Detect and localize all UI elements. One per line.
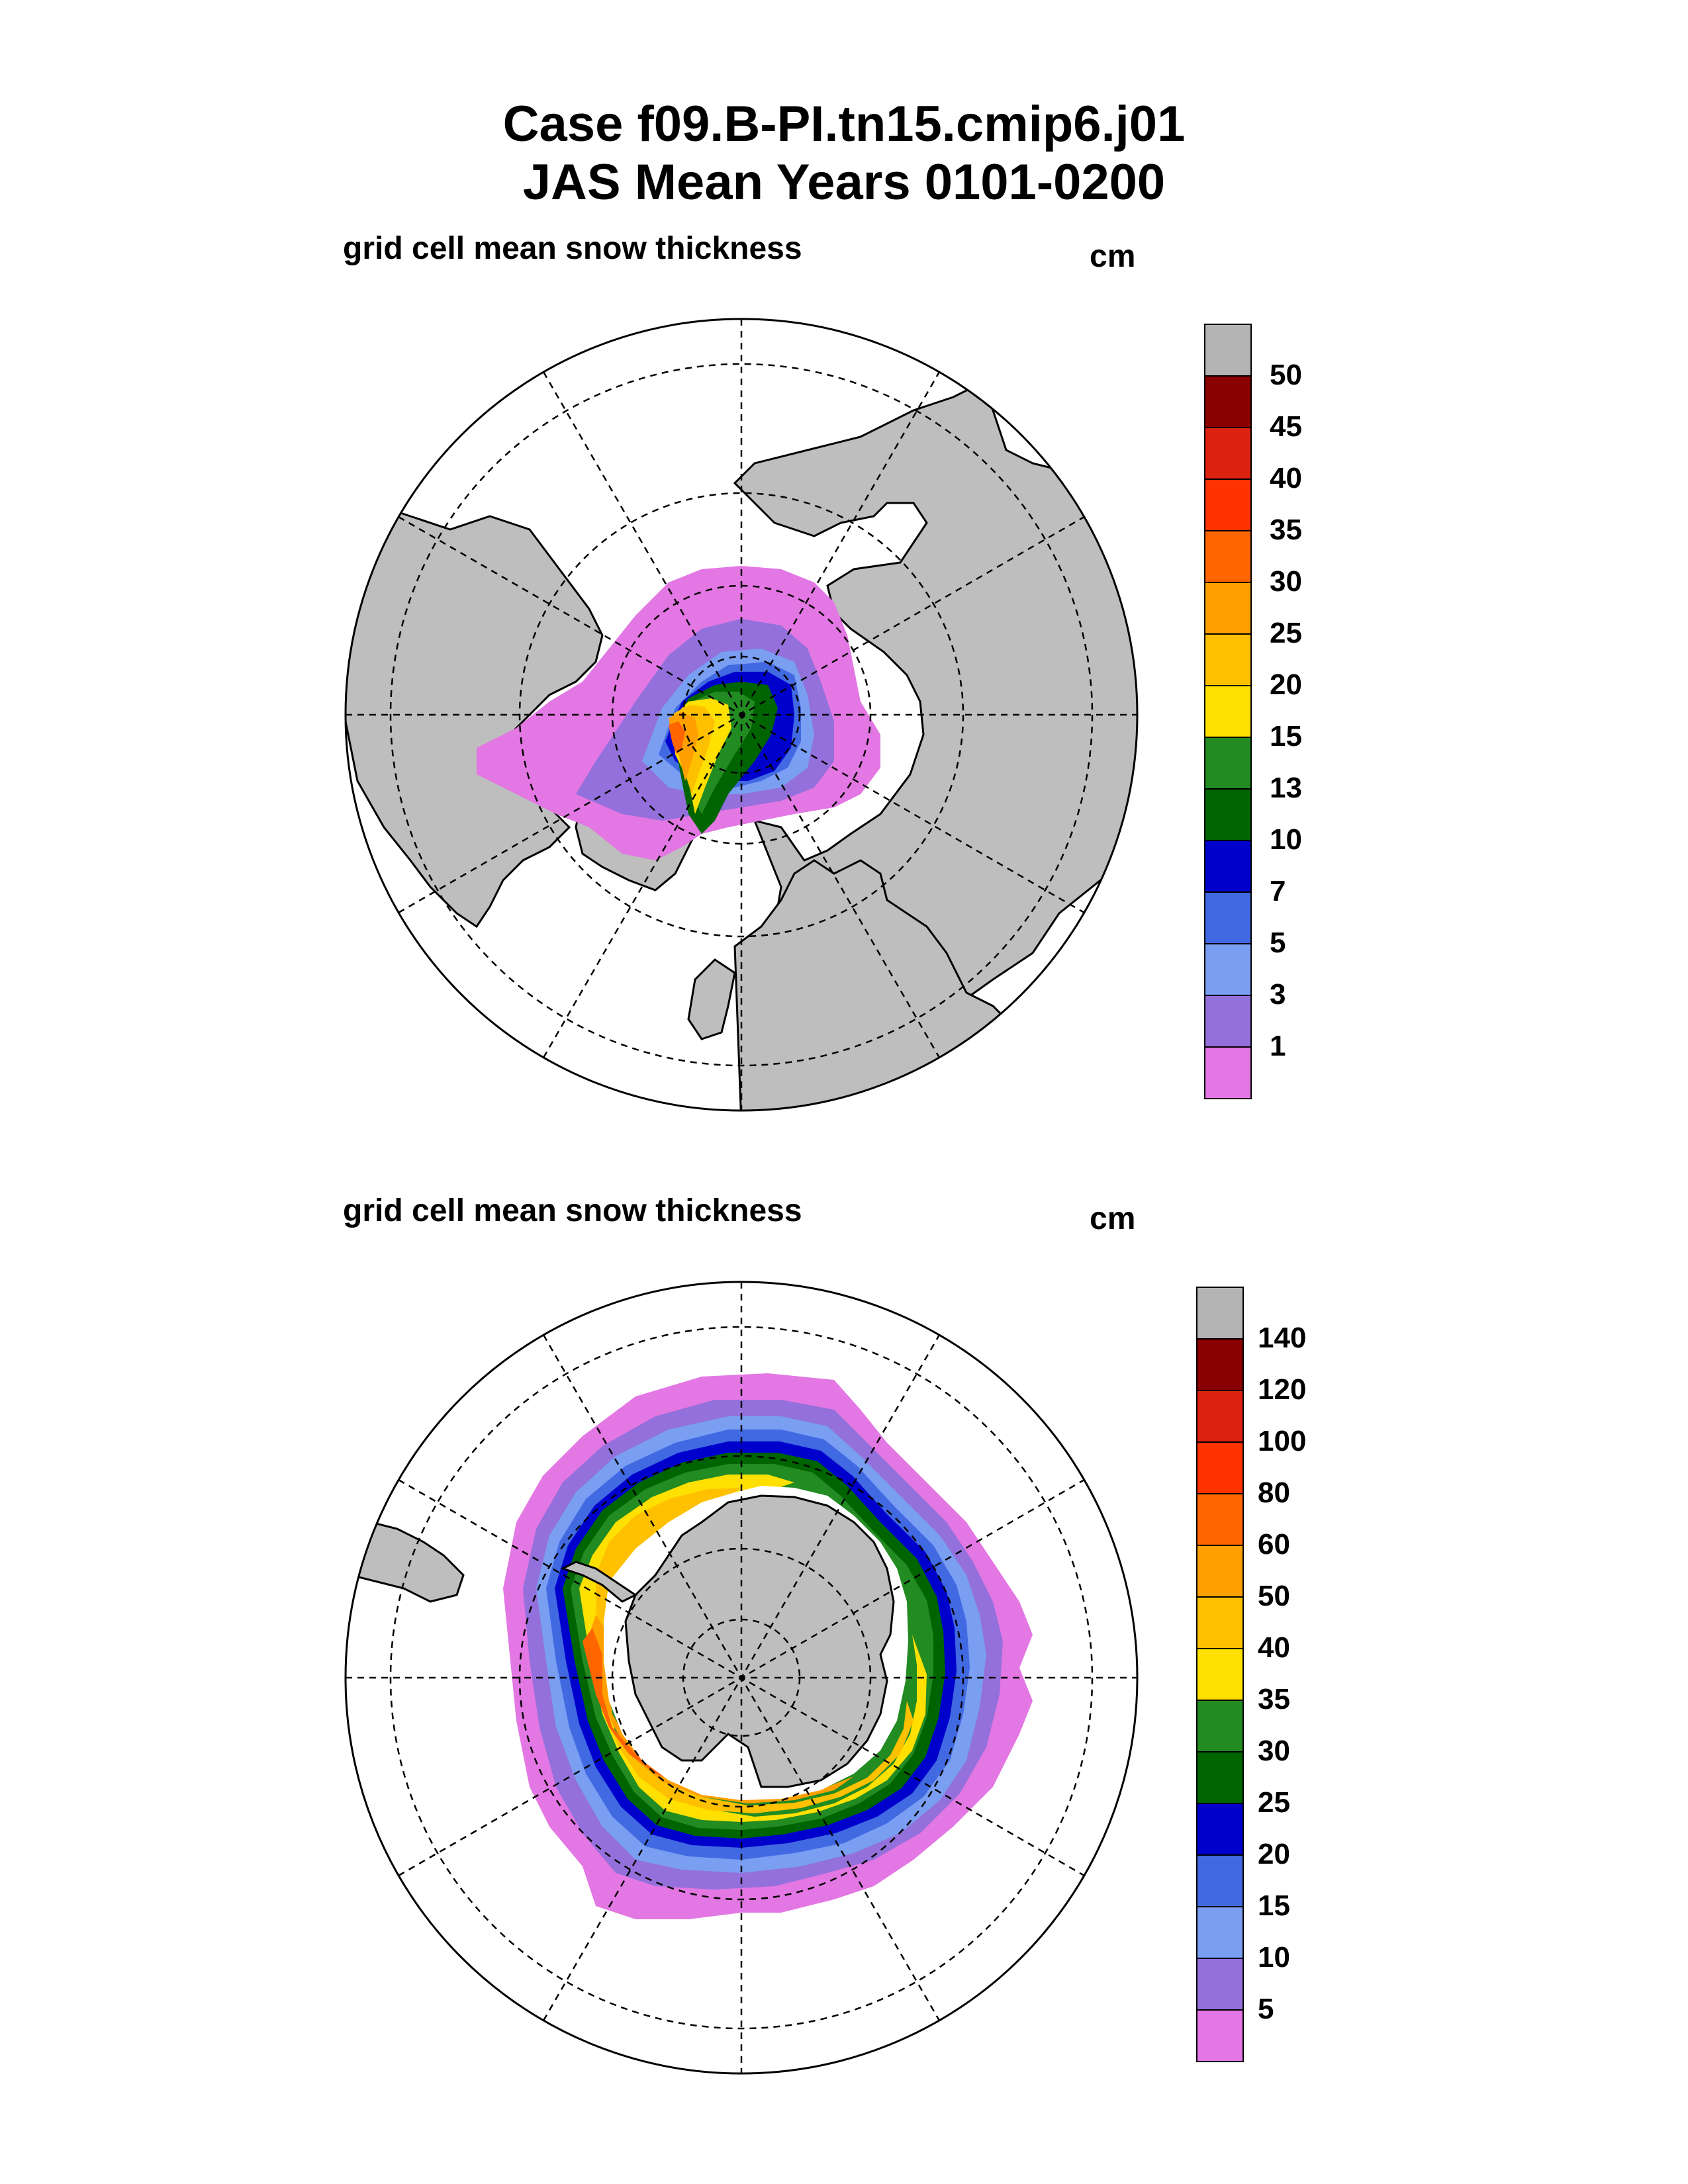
south-snow-band-11	[583, 1628, 722, 1794]
colorbar-tick-label: 80	[1258, 1477, 1290, 1509]
colorbar-tick-label: 5	[1270, 927, 1286, 959]
colorbar-swatch	[1196, 1338, 1244, 1391]
colorbar-swatch	[1196, 1441, 1244, 1494]
panel1-unit-label: cm	[1090, 239, 1136, 274]
colorbar-swatch	[1204, 530, 1252, 583]
south-graticule	[346, 1282, 1137, 2073]
colorbar-tick-label: 7	[1270, 875, 1286, 907]
north-graticule	[346, 319, 1137, 1111]
panel2-variable-label: grid cell mean snow thickness	[343, 1193, 802, 1228]
colorbar-tick-label: 10	[1258, 1941, 1290, 1974]
south-land-antarctica	[624, 1494, 895, 1788]
colorbar-swatch	[1204, 478, 1252, 531]
south-polar-map	[344, 1281, 1139, 2075]
colorbar-swatch	[1204, 582, 1252, 635]
south-land-south-america	[346, 1521, 465, 1603]
colorbar-tick-label: 3	[1270, 978, 1286, 1011]
colorbar-tick-label: 5	[1258, 1993, 1274, 2025]
colorbar-tick-label: 45	[1270, 410, 1302, 443]
colorbar-swatch	[1204, 840, 1252, 893]
colorbar-tick-label: 120	[1258, 1373, 1307, 1406]
colorbar-swatch	[1204, 788, 1252, 841]
colorbar-swatch	[1196, 1854, 1244, 1907]
colorbar-tick-label: 140	[1258, 1322, 1307, 1354]
north-land-uk	[687, 958, 736, 1040]
colorbar-tick-label: 1	[1270, 1030, 1286, 1062]
colorbar-swatch	[1204, 995, 1252, 1048]
colorbar-tick-label: 60	[1258, 1528, 1290, 1561]
colorbar-tick-label: 10	[1270, 823, 1302, 856]
colorbar-tick-label: 15	[1270, 720, 1302, 752]
colorbar-swatch	[1196, 1958, 1244, 2011]
colorbar-swatch	[1204, 685, 1252, 738]
colorbar-swatch	[1196, 1648, 1244, 1701]
colorbar-swatch	[1196, 1493, 1244, 1546]
colorbar-swatch	[1196, 1287, 1244, 1340]
colorbar-swatch	[1196, 1390, 1244, 1443]
colorbar-swatch	[1204, 943, 1252, 996]
colorbar-tick-label: 35	[1258, 1683, 1290, 1715]
colorbar-swatch	[1196, 1751, 1244, 1804]
colorbar-swatch	[1196, 1700, 1244, 1752]
colorbar-swatch	[1196, 1803, 1244, 1856]
colorbar-tick-label: 100	[1258, 1425, 1307, 1457]
colorbar-tick-label: 40	[1270, 462, 1302, 494]
colorbar-tick-label: 13	[1270, 772, 1302, 804]
colorbar-tick-label: 30	[1258, 1735, 1290, 1767]
colorbar-tick-label: 25	[1270, 617, 1302, 649]
south-land-antarctic-peninsula	[560, 1561, 637, 1603]
colorbar-tick-label: 50	[1258, 1580, 1290, 1612]
colorbar-swatch	[1196, 1906, 1244, 1959]
figure-title-period: JAS Mean Years 0101-0200	[522, 154, 1166, 210]
north-snow-band-11	[669, 721, 685, 754]
colorbar-tick-label: 30	[1270, 565, 1302, 598]
colorbar-swatch	[1204, 891, 1252, 944]
panel2-colorbar	[1196, 1287, 1244, 2062]
panel2-unit-label: cm	[1090, 1201, 1136, 1236]
colorbar-tick-label: 20	[1270, 668, 1302, 701]
colorbar-swatch	[1204, 1046, 1252, 1099]
colorbar-tick-label: 50	[1270, 359, 1302, 391]
colorbar-tick-label: 40	[1258, 1631, 1290, 1664]
colorbar-swatch	[1196, 1545, 1244, 1598]
north-polar-map	[344, 318, 1139, 1112]
colorbar-tick-label: 20	[1258, 1838, 1290, 1870]
panel1-colorbar	[1204, 324, 1252, 1099]
colorbar-swatch	[1204, 375, 1252, 428]
figure-title-case: Case f09.B-PI.tn15.cmip6.j01	[502, 96, 1186, 152]
colorbar-swatch	[1204, 737, 1252, 790]
colorbar-swatch	[1196, 1596, 1244, 1649]
colorbar-tick-label: 25	[1258, 1786, 1290, 1819]
panel1-variable-label: grid cell mean snow thickness	[343, 231, 802, 266]
colorbar-swatch	[1204, 427, 1252, 480]
colorbar-swatch	[1196, 2009, 1244, 2062]
colorbar-swatch	[1204, 633, 1252, 686]
colorbar-swatch	[1204, 324, 1252, 377]
colorbar-tick-label: 15	[1258, 1889, 1290, 1922]
colorbar-tick-label: 35	[1270, 514, 1302, 546]
